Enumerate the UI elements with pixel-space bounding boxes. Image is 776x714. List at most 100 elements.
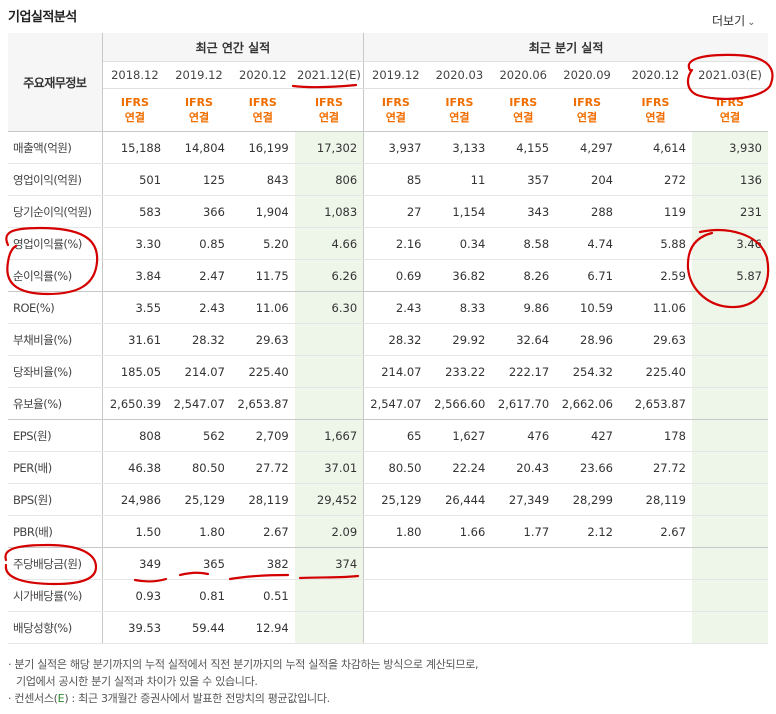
table-cell: 27.72 (618, 451, 692, 484)
footnote-2-e: E (57, 692, 65, 705)
table-cell: 28.32 (167, 323, 231, 356)
table-cell: 288 (555, 195, 619, 228)
table-cell: 382 (230, 547, 295, 580)
table-cell: 29,452 (294, 483, 365, 516)
footnotes: · 분기 실적은 해당 분기까지의 누적 실적에서 직전 분기까지의 누적 실적… (8, 656, 479, 707)
table-cell: 0.51 (230, 579, 295, 612)
table-cell: 10.59 (555, 291, 619, 324)
table-cell: 204 (555, 163, 619, 196)
table-row: 배당성향(%) 39.53 59.44 12.94 (8, 611, 768, 644)
table-cell: 2.67 (618, 515, 692, 548)
table-cell (691, 515, 768, 548)
basis-header: IFRS 연결 (102, 88, 168, 132)
row-header: 주요재무정보 (8, 33, 103, 132)
table-cell (427, 547, 492, 580)
table-row: 시가배당률(%) 0.93 0.81 0.51 (8, 579, 768, 612)
table-cell: 843 (230, 163, 295, 196)
more-link[interactable]: 더보기 ⌄ (712, 12, 756, 29)
table-cell (294, 323, 365, 356)
table-cell (618, 611, 692, 644)
table-cell: 2,547.07 (167, 387, 231, 420)
table-cell: 2.47 (167, 259, 231, 292)
table-cell: 25,129 (167, 483, 231, 516)
table-cell: 20.43 (491, 451, 556, 484)
table-cell: 24,986 (102, 483, 168, 516)
row-label: 당좌비율(%) (8, 355, 103, 388)
basis-ifrs: IFRS (509, 96, 538, 109)
period-header: 2020.09 (555, 61, 619, 89)
table-cell: 1,627 (427, 419, 492, 452)
table-cell: 27,349 (491, 483, 556, 516)
table-cell: 11.06 (618, 291, 692, 324)
row-label: 영업이익률(%) (8, 227, 103, 260)
table-cell: 1.80 (167, 515, 231, 548)
table-cell: 2,709 (230, 419, 295, 452)
table-cell (363, 579, 428, 612)
basis-consolidated: 연결 (385, 111, 406, 124)
table-cell: 6.71 (555, 259, 619, 292)
table-cell: 11.06 (230, 291, 295, 324)
table-cell: 1.80 (363, 515, 428, 548)
period-header: 2020.06 (491, 61, 556, 89)
table-cell (618, 579, 692, 612)
table-cell: 26,444 (427, 483, 492, 516)
basis-header: IFRS 연결 (555, 88, 619, 132)
table-cell: 6.30 (294, 291, 365, 324)
more-label: 더보기 (712, 14, 746, 28)
footnote-1-cont: 기업에서 공시한 분기 실적과 차이가 있을 수 있습니다. (16, 675, 258, 688)
basis-consolidated: 연결 (719, 111, 741, 124)
table-cell: 125 (167, 163, 231, 196)
table-cell: 233.22 (427, 355, 492, 388)
table-cell: 343 (491, 195, 556, 228)
basis-header: IFRS 연결 (491, 88, 556, 132)
table-cell: 501 (102, 163, 168, 196)
table-cell: 583 (102, 195, 168, 228)
table-cell: 214.07 (363, 355, 428, 388)
row-label: PER(배) (8, 451, 103, 484)
basis-consolidated: 연결 (252, 111, 273, 124)
table-cell: 8.33 (427, 291, 492, 324)
table-cell (691, 451, 768, 484)
table-cell: 3.30 (102, 227, 168, 260)
table-cell: 2.67 (230, 515, 295, 548)
table-cell: 5.88 (618, 227, 692, 260)
table-cell: 46.38 (102, 451, 168, 484)
table-cell: 3.84 (102, 259, 168, 292)
table-cell (294, 387, 365, 420)
table-row: BPS(원) 24,986 25,129 28,119 29,452 25,129 26,4… (8, 483, 768, 516)
table-cell: 28,119 (230, 483, 295, 516)
basis-header: IFRS 연결 (167, 88, 231, 132)
basis-header: IFRS 연결 (427, 88, 492, 132)
table-cell: 85 (363, 163, 428, 196)
table-row: PBR(배) 1.50 1.80 2.67 2.09 1.80 1.66 1.77 2.12 2.… (8, 515, 768, 548)
row-label: EPS(원) (8, 419, 103, 452)
table-cell (427, 611, 492, 644)
table-cell: 427 (555, 419, 619, 452)
table-cell (555, 611, 619, 644)
period-header: 2021.12(E) (294, 61, 365, 89)
table-cell: 1,083 (294, 195, 365, 228)
basis-consolidated: 연결 (513, 111, 534, 124)
table-cell: 4,155 (491, 131, 556, 164)
table-cell: 3,937 (363, 131, 428, 164)
table-cell: 36.82 (427, 259, 492, 292)
basis-ifrs: IFRS (641, 96, 670, 109)
table-cell: 29.63 (618, 323, 692, 356)
table-row: 매출액(억원) 15,188 14,804 16,199 17,302 3,937 3,13… (8, 131, 768, 164)
table-cell: 4.66 (294, 227, 365, 260)
table-cell: 2.43 (167, 291, 231, 324)
basis-consolidated: 연결 (124, 111, 146, 124)
table-cell: 0.81 (167, 579, 231, 612)
table-cell: 12.94 (230, 611, 295, 644)
table-cell: 11 (427, 163, 492, 196)
row-label: 영업이익(억원) (8, 163, 103, 196)
table-cell: 27.72 (230, 451, 295, 484)
basis-header: IFRS 연결 (691, 88, 768, 132)
row-label: BPS(원) (8, 483, 103, 516)
financial-summary-table-wrap: 주요재무정보 최근 연간 실적 최근 분기 실적 2018.12 2019.12 2… (8, 33, 768, 644)
table-row: 부채비율(%) 31.61 28.32 29.63 28.32 29.92 32.64 28.… (8, 323, 768, 356)
table-cell: 2,617.70 (491, 387, 556, 420)
table-cell: 14,804 (167, 131, 231, 164)
table-cell: 28.96 (555, 323, 619, 356)
table-cell: 8.58 (491, 227, 556, 260)
